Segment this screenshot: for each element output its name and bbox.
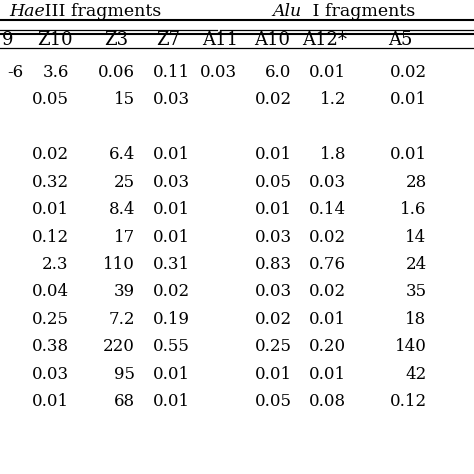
Text: 7.2: 7.2 bbox=[109, 311, 135, 328]
Text: A11: A11 bbox=[202, 31, 238, 49]
Text: 220: 220 bbox=[103, 338, 135, 356]
Text: 0.01: 0.01 bbox=[153, 393, 190, 410]
Text: 0.01: 0.01 bbox=[390, 91, 427, 108]
Text: 0.38: 0.38 bbox=[32, 338, 69, 356]
Text: 0.01: 0.01 bbox=[153, 146, 190, 163]
Text: 1.6: 1.6 bbox=[400, 201, 427, 218]
Text: 1.8: 1.8 bbox=[319, 146, 346, 163]
Text: 0.25: 0.25 bbox=[32, 311, 69, 328]
Text: 0.01: 0.01 bbox=[153, 366, 190, 383]
Text: 0.06: 0.06 bbox=[98, 64, 135, 81]
Text: 9: 9 bbox=[2, 31, 14, 49]
Text: 1.2: 1.2 bbox=[319, 91, 346, 108]
Text: 0.02: 0.02 bbox=[390, 64, 427, 81]
Text: 0.01: 0.01 bbox=[255, 366, 292, 383]
Text: 0.01: 0.01 bbox=[32, 393, 69, 410]
Text: 0.01: 0.01 bbox=[390, 146, 427, 163]
Text: 0.83: 0.83 bbox=[255, 256, 292, 273]
Text: 0.01: 0.01 bbox=[309, 311, 346, 328]
Text: 18: 18 bbox=[405, 311, 427, 328]
Text: 0.01: 0.01 bbox=[255, 146, 292, 163]
Text: 0.76: 0.76 bbox=[309, 256, 346, 273]
Text: 6.0: 6.0 bbox=[265, 64, 292, 81]
Text: 39: 39 bbox=[114, 283, 135, 301]
Text: 0.02: 0.02 bbox=[309, 228, 346, 246]
Text: 0.02: 0.02 bbox=[255, 91, 292, 108]
Text: 42: 42 bbox=[405, 366, 427, 383]
Text: 0.01: 0.01 bbox=[309, 64, 346, 81]
Text: 0.04: 0.04 bbox=[32, 283, 69, 301]
Text: 140: 140 bbox=[395, 338, 427, 356]
Text: 0.03: 0.03 bbox=[255, 283, 292, 301]
Text: 0.02: 0.02 bbox=[255, 311, 292, 328]
Text: 0.02: 0.02 bbox=[309, 283, 346, 301]
Text: -6: -6 bbox=[7, 64, 23, 81]
Text: 0.03: 0.03 bbox=[153, 91, 190, 108]
Text: 0.19: 0.19 bbox=[153, 311, 190, 328]
Text: 8.4: 8.4 bbox=[109, 201, 135, 218]
Text: 0.01: 0.01 bbox=[153, 201, 190, 218]
Text: 0.25: 0.25 bbox=[255, 338, 292, 356]
Text: I fragments: I fragments bbox=[307, 3, 415, 20]
Text: 0.55: 0.55 bbox=[153, 338, 190, 356]
Text: A12*: A12* bbox=[302, 31, 347, 49]
Text: A5: A5 bbox=[388, 31, 413, 49]
Text: 0.02: 0.02 bbox=[153, 283, 190, 301]
Text: 0.08: 0.08 bbox=[309, 393, 346, 410]
Text: 3.6: 3.6 bbox=[42, 64, 69, 81]
Text: 0.32: 0.32 bbox=[32, 173, 69, 191]
Text: 0.01: 0.01 bbox=[153, 228, 190, 246]
Text: 0.01: 0.01 bbox=[32, 201, 69, 218]
Text: 0.03: 0.03 bbox=[200, 64, 237, 81]
Text: 17: 17 bbox=[114, 228, 135, 246]
Text: 0.05: 0.05 bbox=[255, 173, 292, 191]
Text: 25: 25 bbox=[114, 173, 135, 191]
Text: 0.12: 0.12 bbox=[390, 393, 427, 410]
Text: 24: 24 bbox=[405, 256, 427, 273]
Text: 14: 14 bbox=[405, 228, 427, 246]
Text: 0.31: 0.31 bbox=[153, 256, 190, 273]
Text: 15: 15 bbox=[114, 91, 135, 108]
Text: 0.05: 0.05 bbox=[32, 91, 69, 108]
Text: III fragments: III fragments bbox=[39, 3, 161, 20]
Text: 35: 35 bbox=[405, 283, 427, 301]
Text: 2.3: 2.3 bbox=[42, 256, 69, 273]
Text: 0.01: 0.01 bbox=[309, 366, 346, 383]
Text: Z3: Z3 bbox=[104, 31, 128, 49]
Text: Z7: Z7 bbox=[156, 31, 180, 49]
Text: Alu: Alu bbox=[273, 3, 302, 20]
Text: 0.12: 0.12 bbox=[32, 228, 69, 246]
Text: 110: 110 bbox=[103, 256, 135, 273]
Text: 0.02: 0.02 bbox=[32, 146, 69, 163]
Text: 0.03: 0.03 bbox=[309, 173, 346, 191]
Text: 0.03: 0.03 bbox=[255, 228, 292, 246]
Text: 0.03: 0.03 bbox=[32, 366, 69, 383]
Text: 0.20: 0.20 bbox=[309, 338, 346, 356]
Text: 95: 95 bbox=[114, 366, 135, 383]
Text: 0.05: 0.05 bbox=[255, 393, 292, 410]
Text: A10: A10 bbox=[255, 31, 291, 49]
Text: 0.11: 0.11 bbox=[153, 64, 190, 81]
Text: 0.14: 0.14 bbox=[309, 201, 346, 218]
Text: 0.03: 0.03 bbox=[153, 173, 190, 191]
Text: 0.01: 0.01 bbox=[255, 201, 292, 218]
Text: 6.4: 6.4 bbox=[109, 146, 135, 163]
Text: Hae: Hae bbox=[9, 3, 45, 20]
Text: 28: 28 bbox=[405, 173, 427, 191]
Text: Z10: Z10 bbox=[36, 31, 73, 49]
Text: 68: 68 bbox=[114, 393, 135, 410]
